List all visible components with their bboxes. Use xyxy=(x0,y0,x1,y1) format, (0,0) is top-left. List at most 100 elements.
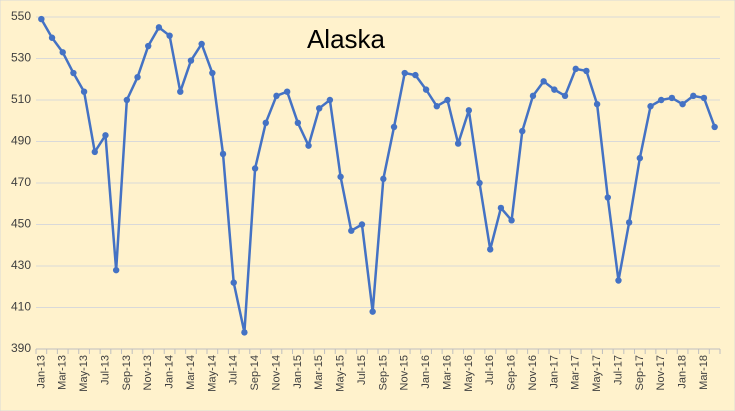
y-tick-label: 470 xyxy=(11,175,31,189)
x-tick-label: Mar-16 xyxy=(441,355,453,390)
data-point xyxy=(251,165,259,172)
x-tick-label: May-14 xyxy=(206,355,218,392)
x-tick-label: Jan-13 xyxy=(35,355,47,389)
data-point xyxy=(316,105,323,112)
x-tick-label: Jul-14 xyxy=(228,355,240,385)
data-point xyxy=(358,221,366,228)
data-point xyxy=(412,71,419,79)
data-point xyxy=(529,92,537,100)
data-point xyxy=(690,92,697,100)
x-tick-label: Jan-16 xyxy=(420,355,432,389)
data-point xyxy=(604,194,611,201)
x-tick-label: Jan-14 xyxy=(164,355,176,389)
data-point xyxy=(230,279,237,286)
y-tick-label: 410 xyxy=(11,300,31,314)
data-point xyxy=(444,96,451,104)
data-point xyxy=(102,132,109,139)
data-point xyxy=(551,86,558,93)
data-point xyxy=(508,217,515,224)
data-point xyxy=(209,69,216,77)
data-point xyxy=(700,94,708,102)
x-tick-label: Sep-14 xyxy=(249,355,261,390)
data-point xyxy=(294,119,302,127)
x-tick-label: Mar-15 xyxy=(313,355,325,390)
data-point xyxy=(70,69,77,77)
x-tick-label: Sep-17 xyxy=(634,355,646,390)
data-point xyxy=(219,150,227,158)
data-point xyxy=(155,24,163,31)
data-point xyxy=(198,40,205,48)
data-point xyxy=(540,78,547,85)
data-line xyxy=(40,18,716,334)
x-tick-label: Sep-16 xyxy=(506,355,518,390)
data-point xyxy=(187,57,195,64)
x-tick-label: Jul-17 xyxy=(612,355,624,385)
x-tick-label: Jul-16 xyxy=(484,355,496,385)
data-point xyxy=(497,204,505,212)
data-point xyxy=(177,88,184,95)
data-point xyxy=(123,96,131,104)
data-point xyxy=(647,103,654,110)
data-point xyxy=(112,266,120,274)
x-tick-label: Jan-15 xyxy=(292,355,304,389)
data-point xyxy=(262,119,269,127)
data-point xyxy=(48,34,56,41)
data-point xyxy=(369,308,376,315)
data-point xyxy=(401,69,408,77)
data-point xyxy=(91,148,98,156)
data-point xyxy=(433,103,440,110)
data-point xyxy=(80,88,88,95)
data-point xyxy=(273,92,280,100)
x-tick-label: May-15 xyxy=(335,355,347,392)
x-tick-label: Nov-15 xyxy=(399,355,411,390)
y-tick-label: 430 xyxy=(11,258,31,272)
x-tick-label: May-16 xyxy=(463,355,475,392)
data-point xyxy=(145,42,152,50)
data-point xyxy=(476,179,483,187)
x-tick-label: Nov-13 xyxy=(142,355,154,390)
data-point xyxy=(572,65,579,73)
data-point xyxy=(583,67,590,75)
data-point xyxy=(59,49,66,56)
data-point xyxy=(454,140,462,147)
y-tick-label: 390 xyxy=(11,341,31,355)
data-point xyxy=(348,227,355,234)
data-point xyxy=(422,86,430,93)
data-point xyxy=(38,15,45,23)
data-point xyxy=(593,100,601,108)
data-point xyxy=(487,246,494,253)
data-point xyxy=(380,175,387,183)
y-tick-label: 450 xyxy=(11,217,31,231)
y-tick-label: 510 xyxy=(11,92,31,106)
data-point xyxy=(711,123,718,131)
x-tick-label: Mar-18 xyxy=(698,355,710,390)
data-point xyxy=(658,96,665,104)
x-tick-label: Sep-13 xyxy=(121,355,133,390)
chart-title: Alaska xyxy=(307,24,386,54)
data-point xyxy=(465,107,473,114)
x-tick-label: Mar-13 xyxy=(57,355,69,390)
data-point xyxy=(625,219,633,226)
data-point xyxy=(337,173,344,180)
x-tick-label: Mar-14 xyxy=(185,355,197,390)
x-tick-label: Sep-15 xyxy=(377,355,389,390)
data-point xyxy=(241,329,248,336)
x-tick-label: Nov-14 xyxy=(270,355,282,390)
data-point xyxy=(390,123,398,131)
data-point xyxy=(519,127,526,135)
y-tick-label: 550 xyxy=(11,9,31,23)
x-tick-label: Jan-17 xyxy=(548,355,560,389)
x-tick-label: May-13 xyxy=(78,355,90,392)
x-tick-label: Mar-17 xyxy=(570,355,582,390)
x-tick-label: Nov-16 xyxy=(527,355,539,390)
data-point xyxy=(283,88,291,95)
data-point xyxy=(305,142,312,149)
x-tick-label: Jul-13 xyxy=(99,355,111,385)
data-point xyxy=(561,92,569,100)
data-point xyxy=(636,154,644,162)
data-point xyxy=(615,277,622,284)
data-point xyxy=(134,73,141,81)
